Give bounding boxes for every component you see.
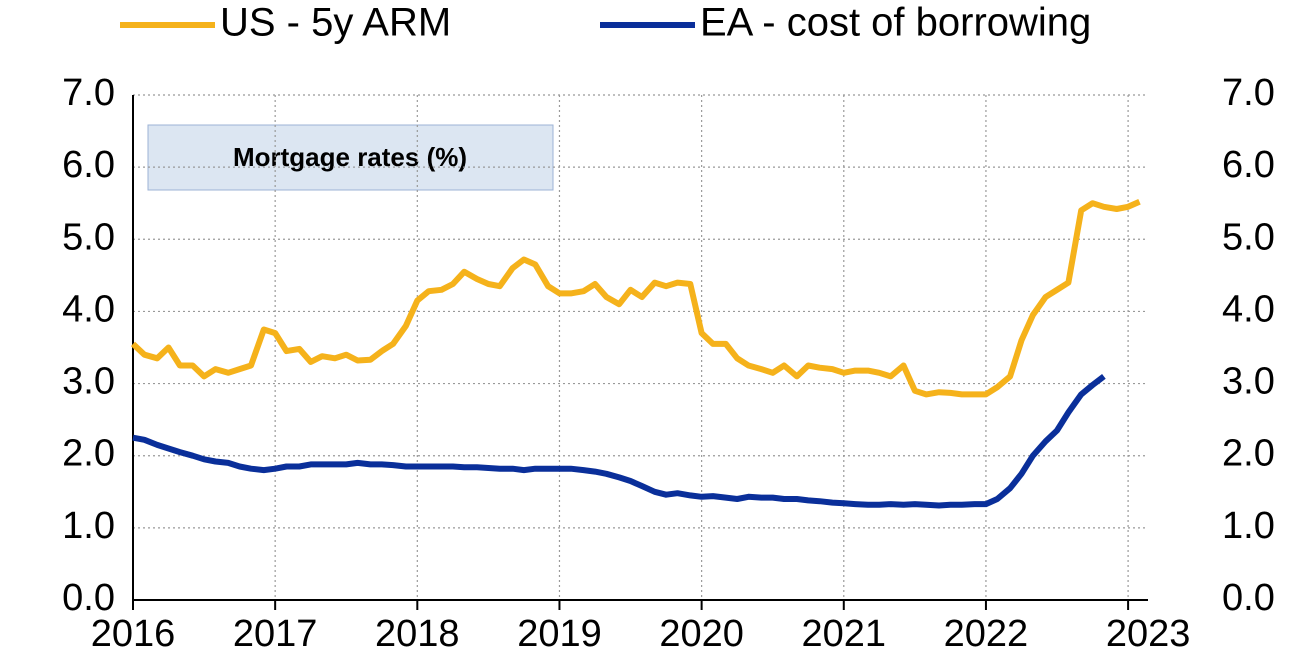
- y-tick-label: 3.0: [62, 361, 115, 403]
- y-tick-label: 1.0: [62, 505, 115, 547]
- y-tick-label: 0.0: [62, 577, 115, 619]
- series-line: [132, 374, 1106, 509]
- series-line: [130, 199, 1141, 398]
- y-tick-label: 4.0: [62, 288, 115, 330]
- x-tick-label: 2021: [802, 613, 887, 655]
- x-tick-label: 2022: [944, 613, 1029, 655]
- legend-label: EA - cost of borrowing: [700, 1, 1091, 45]
- y2-tick-label: 0.0: [1222, 577, 1275, 619]
- y2-tick-label: 4.0: [1222, 288, 1275, 330]
- x-tick-label: 2018: [375, 613, 460, 655]
- y-tick-label: 7.0: [62, 72, 115, 114]
- x-tick-label: 2017: [233, 613, 318, 655]
- x-tick-label: 2020: [659, 613, 744, 655]
- y2-tick-label: 7.0: [1222, 72, 1275, 114]
- y2-tick-label: 5.0: [1222, 216, 1275, 258]
- x-tick-label: 2023: [1106, 613, 1191, 655]
- y-tick-label: 5.0: [62, 216, 115, 258]
- x-tick-label: 2019: [517, 613, 602, 655]
- y2-tick-label: 6.0: [1222, 144, 1275, 186]
- y2-tick-label: 3.0: [1222, 361, 1275, 403]
- y2-tick-label: 1.0: [1222, 505, 1275, 547]
- y2-tick-label: 2.0: [1222, 433, 1275, 475]
- y-tick-label: 2.0: [62, 433, 115, 475]
- y-tick-label: 6.0: [62, 144, 115, 186]
- x-tick-label: 2016: [91, 613, 176, 655]
- legend-label: US - 5y ARM: [220, 1, 451, 45]
- title-box: [147, 124, 554, 191]
